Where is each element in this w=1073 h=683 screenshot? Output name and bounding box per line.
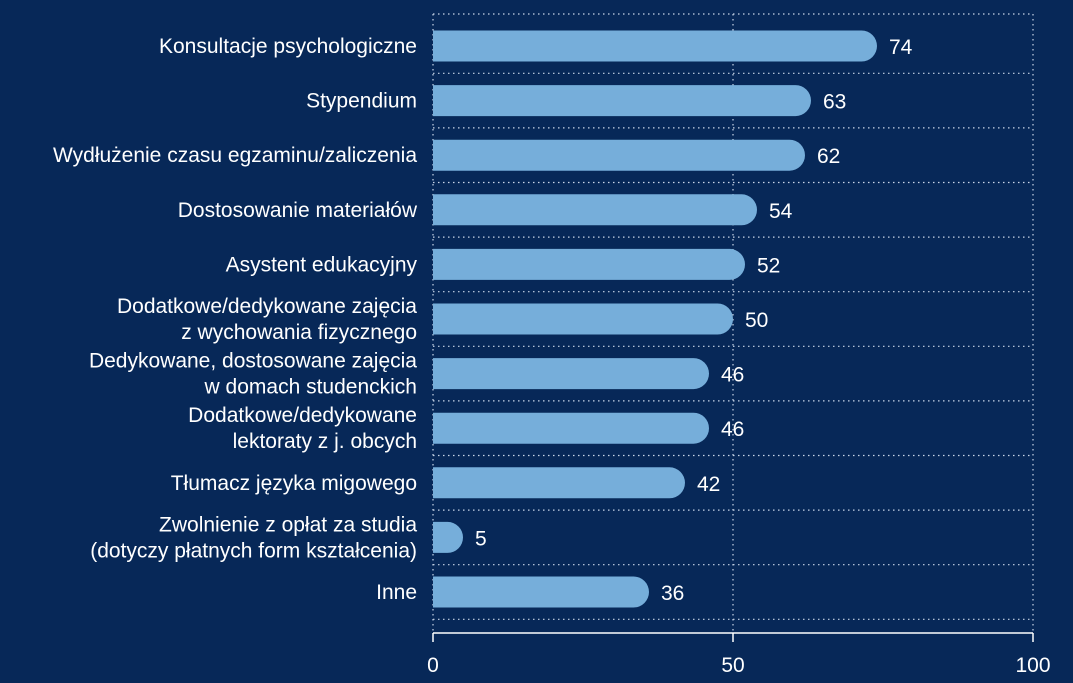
bar — [433, 521, 463, 553]
category-label-line: Dedykowane, dostosowane zajęcia — [89, 350, 417, 373]
category-label-line: Dodatkowe/dedykowane — [188, 404, 417, 427]
category-label: Dodatkowe/dedykowane zajęcia z wychowania… — [117, 295, 417, 344]
category-label: Dostosowanie materiałów — [178, 199, 418, 222]
bar — [433, 85, 811, 117]
data-label: 74 — [889, 36, 913, 59]
bar — [433, 303, 733, 335]
category-label: Tłumacz języka migowego — [171, 472, 417, 495]
category-label-line: Stypendium — [306, 90, 417, 113]
category-label-line: w domach studenckich — [204, 376, 417, 399]
data-label: 62 — [817, 145, 840, 168]
category-label-line: Inne — [376, 581, 417, 604]
data-label: 50 — [745, 309, 768, 332]
category-label: Zwolnienie z opłat za studia (dotyczy pła… — [90, 513, 417, 562]
category-label-line: Wydłużenie czasu egzaminu/zaliczenia — [53, 144, 417, 167]
category-label-line: Tłumacz języka migowego — [171, 472, 417, 495]
data-label: 42 — [697, 473, 720, 496]
category-label-line: Dodatkowe/dedykowane zajęcia — [117, 295, 417, 318]
data-label: 5 — [475, 527, 487, 550]
bar — [433, 139, 805, 171]
bar — [433, 576, 649, 608]
bar — [433, 412, 709, 444]
category-label-line: Zwolnienie z opłat za studia — [159, 513, 417, 536]
category-label: Wydłużenie czasu egzaminu/zaliczenia — [53, 144, 417, 167]
x-tick-label: 100 — [1015, 654, 1050, 677]
bar — [433, 358, 709, 390]
data-label: 52 — [757, 254, 780, 277]
x-tick-label: 0 — [427, 654, 439, 677]
category-label: Asystent edukacyjny — [226, 253, 418, 276]
bar — [433, 194, 757, 226]
category-label-line: z wychowania fizycznego — [181, 321, 417, 344]
category-label-line: Konsultacje psychologiczne — [159, 35, 417, 58]
x-tick-label: 50 — [721, 654, 744, 677]
category-label: Stypendium — [306, 90, 417, 113]
category-label: Dedykowane, dostosowane zajęcia w domach … — [89, 350, 417, 399]
data-label: 46 — [721, 418, 744, 441]
bar — [433, 248, 745, 280]
category-label-line: lektoraty z j. obcych — [233, 430, 417, 453]
bar — [433, 467, 685, 499]
bar — [433, 30, 877, 62]
category-label: Inne — [376, 581, 417, 604]
category-label-line: (dotyczy płatnych form kształcenia) — [90, 539, 417, 562]
data-label: 46 — [721, 364, 744, 387]
data-label: 36 — [661, 582, 684, 605]
category-label: Konsultacje psychologiczne — [159, 35, 417, 58]
data-label: 54 — [769, 200, 793, 223]
data-label: 63 — [823, 91, 846, 114]
category-label-line: Dostosowanie materiałów — [178, 199, 418, 222]
category-label: Dodatkowe/dedykowane lektoraty z j. obcyc… — [188, 404, 417, 453]
category-label-line: Asystent edukacyjny — [226, 253, 418, 276]
